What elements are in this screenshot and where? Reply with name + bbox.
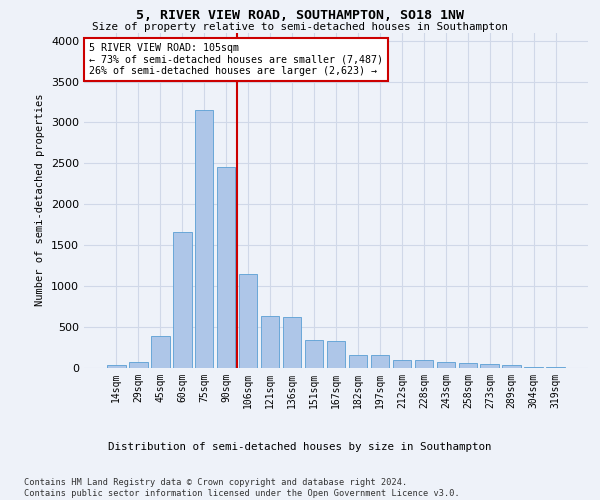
Bar (305, 340, 323, 367)
Bar (261, 316, 280, 368)
Bar (437, 362, 455, 368)
Text: Distribution of semi-detached houses by size in Southampton: Distribution of semi-detached houses by … (108, 442, 492, 452)
Text: 5 RIVER VIEW ROAD: 105sqm
← 73% of semi-detached houses are smaller (7,487)
26% : 5 RIVER VIEW ROAD: 105sqm ← 73% of semi-… (89, 42, 383, 76)
Bar (349, 355, 367, 368)
Bar (371, 355, 389, 368)
Bar (481, 364, 499, 368)
Text: Size of property relative to semi-detached houses in Southampton: Size of property relative to semi-detach… (92, 22, 508, 32)
Bar (326, 340, 346, 367)
Bar (239, 274, 257, 368)
Y-axis label: Number of semi-detached properties: Number of semi-detached properties (35, 94, 46, 306)
Bar (151, 336, 170, 368)
Bar (415, 360, 433, 368)
Bar (392, 360, 411, 368)
Text: Contains HM Land Registry data © Crown copyright and database right 2024.
Contai: Contains HM Land Registry data © Crown c… (24, 478, 460, 498)
Bar (129, 362, 148, 368)
Bar (283, 317, 301, 368)
Bar (458, 362, 477, 368)
Text: 5, RIVER VIEW ROAD, SOUTHAMPTON, SO18 1NW: 5, RIVER VIEW ROAD, SOUTHAMPTON, SO18 1N… (136, 9, 464, 22)
Bar (502, 364, 521, 368)
Bar (107, 365, 125, 368)
Bar (173, 232, 191, 368)
Bar (195, 110, 214, 368)
Bar (217, 168, 235, 368)
